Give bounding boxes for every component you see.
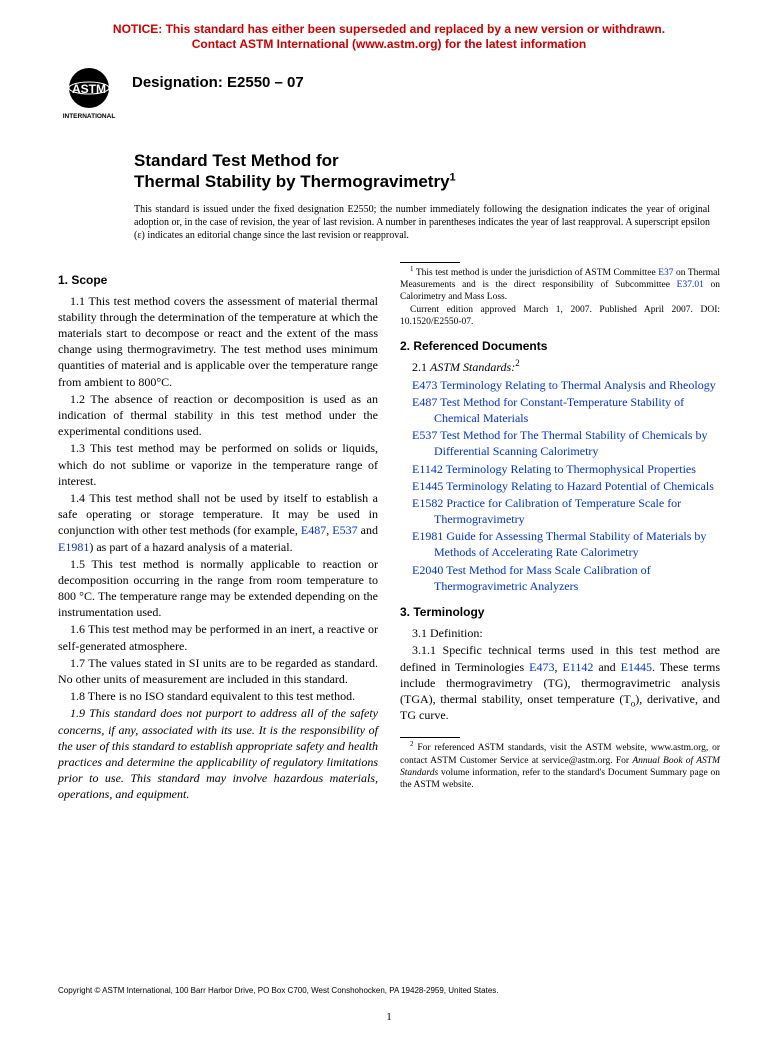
link-e37[interactable]: E37 [658,268,673,278]
scope-heading: 1. Scope [58,272,378,288]
title-sup: 1 [450,172,456,184]
ref-title-1: Test Method for Constant-Temperature Sta… [434,395,684,425]
title-block: Standard Test Method for Thermal Stabili… [134,150,720,193]
para-1-1: 1.1 This test method covers the assessme… [58,293,378,390]
ref-code-5: E1582 [412,496,443,510]
ref-title-5: Practice for Calibration of Temperature … [434,496,681,526]
copyright: Copyright © ASTM International, 100 Barr… [58,986,499,995]
refs-subhead: 2.1 ASTM Standards:2 [400,359,720,375]
ref-item-e1981[interactable]: E1981 Guide for Assessing Thermal Stabil… [400,528,720,560]
ref-title-3: Terminology Relating to Thermophysical P… [443,462,696,476]
ref-code-6: E1981 [412,529,443,543]
para-1-2: 1.2 The absence of reaction or decomposi… [58,391,378,440]
ref-code-1: E487 [412,395,437,409]
sub2-1-a: 2.1 [412,360,430,374]
document-title: Standard Test Method for Thermal Stabili… [134,150,720,193]
footnote-2: 2 For referenced ASTM standards, visit t… [400,742,720,791]
svg-text:INTERNATIONAL: INTERNATIONAL [63,113,116,120]
sub2-1-b: ASTM Standards: [430,360,515,374]
para-1-8: 1.8 There is no ISO standard equivalent … [58,688,378,704]
ref-item-e1445[interactable]: E1445 Terminology Relating to Hazard Pot… [400,478,720,494]
fn2-b: volume information, refer to the standar… [400,768,720,790]
page-number: 1 [0,1011,778,1023]
p3-1-1-c: and [593,660,620,674]
ref-title-7: Test Method for Mass Scale Calibration o… [434,563,651,593]
footnote-rule-2 [400,737,460,738]
notice-line1: NOTICE: This standard has either been su… [113,22,665,36]
ref-item-e537[interactable]: E537 Test Method for The Thermal Stabili… [400,427,720,459]
ref-title-6: Guide for Assessing Thermal Stability of… [434,529,706,559]
link-e473-b[interactable]: E473 [529,660,554,674]
para-1-4: 1.4 This test method shall not be used b… [58,490,378,555]
link-e1445-b[interactable]: E1445 [621,660,652,674]
notice-banner: NOTICE: This standard has either been su… [58,22,720,52]
p1-4-c: and [358,523,378,537]
ref-item-e1582[interactable]: E1582 Practice for Calibration of Temper… [400,495,720,527]
ref-title-0: Terminology Relating to Thermal Analysis… [437,378,715,392]
sub2-1-sup: 2 [515,358,520,368]
para-1-6: 1.6 This test method may be performed in… [58,621,378,653]
link-e1981[interactable]: E1981 [58,540,89,554]
footnote-block-2: 2 For referenced ASTM standards, visit t… [400,737,720,791]
title-line1: Standard Test Method for [134,151,339,170]
para-1-9: 1.9 This standard does not purport to ad… [58,705,378,802]
para-1-3: 1.3 This test method may be performed on… [58,440,378,489]
ref-code-4: E1445 [412,479,443,493]
ref-item-e487[interactable]: E487 Test Method for Constant-Temperatur… [400,394,720,426]
ref-item-e2040[interactable]: E2040 Test Method for Mass Scale Calibra… [400,562,720,594]
notice-line2: Contact ASTM International (www.astm.org… [192,37,586,51]
astm-logo-icon: ASTM INTERNATIONAL [58,66,120,122]
title-line2: Thermal Stability by Thermogravimetry [134,172,450,191]
ref-code-3: E1142 [412,462,443,476]
link-e487[interactable]: E487 [301,523,326,537]
link-e37-01[interactable]: E37.01 [677,280,704,290]
ref-item-e473[interactable]: E473 Terminology Relating to Thermal Ana… [400,377,720,393]
refs-heading: 2. Referenced Documents [400,338,720,354]
ref-code-7: E2040 [412,563,443,577]
header-row: ASTM INTERNATIONAL Designation: E2550 – … [58,66,720,122]
ref-title-2: Test Method for The Thermal Stability of… [434,428,707,458]
term-sub-3-1: 3.1 Definition: [400,625,720,641]
issuance-note: This standard is issued under the fixed … [134,203,720,242]
ref-title-4: Terminology Relating to Hazard Potential… [443,479,714,493]
p1-4-d: ) as part of a hazard analysis of a mate… [89,540,292,554]
link-e1142-b[interactable]: E1142 [562,660,593,674]
ref-code-0: E473 [412,378,437,392]
footnote-1b: Current edition approved March 1, 2007. … [400,304,720,329]
ref-code-2: E537 [412,428,437,442]
footnote-1: 1 This test method is under the jurisdic… [400,267,720,304]
para-3-1-1: 3.1.1 Specific technical terms used in t… [400,642,720,723]
designation: Designation: E2550 – 07 [132,74,304,91]
para-1-7: 1.7 The values stated in SI units are to… [58,655,378,687]
body-columns: 1. Scope 1.1 This test method covers the… [58,262,720,805]
footnote-block-1: 1 This test method is under the jurisdic… [400,262,720,329]
page: NOTICE: This standard has either been su… [0,0,778,1041]
ref-item-e1142[interactable]: E1142 Terminology Relating to Thermophys… [400,461,720,477]
term-heading: 3. Terminology [400,604,720,620]
para-1-5: 1.5 This test method is normally applica… [58,556,378,621]
link-e537[interactable]: E537 [332,523,357,537]
footnote-rule-1 [400,262,460,263]
svg-text:ASTM: ASTM [72,82,106,96]
fn1-a: This test method is under the jurisdicti… [414,268,659,278]
